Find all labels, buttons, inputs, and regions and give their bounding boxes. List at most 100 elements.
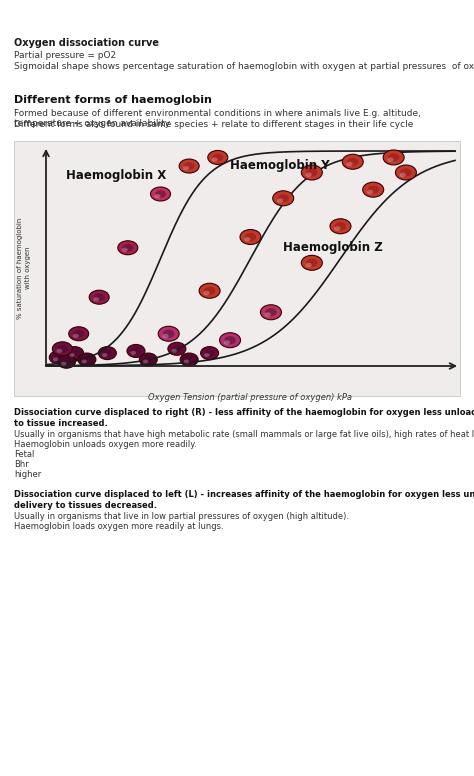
Ellipse shape [180, 353, 198, 366]
Text: Partial pressure = pO2: Partial pressure = pO2 [14, 51, 116, 60]
Ellipse shape [330, 219, 351, 234]
Ellipse shape [143, 359, 148, 363]
Ellipse shape [301, 165, 322, 180]
Ellipse shape [82, 359, 87, 363]
Text: Different forms also found in same species + relate to different stages in their: Different forms also found in same speci… [14, 120, 413, 129]
Ellipse shape [61, 362, 66, 365]
Ellipse shape [49, 351, 67, 364]
Ellipse shape [388, 154, 400, 161]
Ellipse shape [184, 359, 189, 363]
Ellipse shape [367, 185, 379, 194]
Ellipse shape [400, 168, 412, 177]
Ellipse shape [118, 241, 138, 255]
Text: Bhr: Bhr [14, 460, 29, 469]
Text: Dissociation curve displaced to left (L) - increases affinity of the haemoglobin: Dissociation curve displaced to left (L)… [14, 490, 474, 499]
Ellipse shape [158, 326, 179, 341]
Text: Sigmoidal shape shows percentage saturation of haemoglobin with oxygen at partia: Sigmoidal shape shows percentage saturat… [14, 62, 474, 71]
Text: Fetal: Fetal [14, 450, 35, 459]
Ellipse shape [163, 334, 169, 338]
Text: Haemoglobin Z: Haemoglobin Z [283, 241, 383, 254]
Ellipse shape [219, 333, 240, 348]
Ellipse shape [57, 355, 75, 368]
Ellipse shape [131, 348, 141, 355]
Ellipse shape [306, 168, 318, 177]
Ellipse shape [73, 330, 84, 338]
Ellipse shape [172, 348, 177, 353]
Ellipse shape [204, 286, 215, 295]
Ellipse shape [65, 347, 83, 359]
Text: % saturation of haemoglobin
with oxygen: % saturation of haemoglobin with oxygen [17, 217, 31, 319]
Ellipse shape [395, 165, 417, 180]
Ellipse shape [69, 353, 74, 357]
Ellipse shape [203, 291, 210, 295]
Text: Oxygen dissociation curve: Oxygen dissociation curve [14, 38, 159, 48]
Ellipse shape [265, 308, 277, 317]
Ellipse shape [73, 334, 79, 338]
Text: Haemoglobin unloads oxygen more readily.: Haemoglobin unloads oxygen more readily. [14, 440, 197, 449]
Ellipse shape [127, 345, 145, 358]
Ellipse shape [334, 227, 340, 230]
Ellipse shape [52, 341, 73, 356]
Text: Oxygen Tension (partial pressure of oxygen) kPa: Oxygen Tension (partial pressure of oxyg… [148, 393, 353, 402]
Text: Formed because of different environmental conditions in where animals live E.g. : Formed because of different environmenta… [14, 109, 421, 128]
Ellipse shape [82, 356, 92, 363]
Ellipse shape [53, 354, 63, 361]
Ellipse shape [78, 353, 96, 366]
Ellipse shape [306, 258, 318, 267]
Ellipse shape [184, 356, 194, 363]
Ellipse shape [277, 194, 289, 203]
Ellipse shape [94, 293, 105, 301]
Ellipse shape [130, 351, 136, 355]
Ellipse shape [277, 199, 283, 203]
Ellipse shape [346, 161, 353, 166]
Ellipse shape [179, 159, 199, 173]
Ellipse shape [260, 305, 282, 320]
Ellipse shape [122, 248, 128, 252]
Text: Haemoglobin X: Haemoglobin X [66, 169, 167, 182]
Bar [14, 141, 460, 396]
Ellipse shape [245, 233, 256, 241]
Ellipse shape [143, 356, 153, 363]
Ellipse shape [201, 347, 219, 359]
Ellipse shape [367, 189, 373, 194]
Ellipse shape [264, 312, 271, 317]
Ellipse shape [199, 283, 220, 298]
Ellipse shape [400, 172, 406, 177]
Text: Different forms of haemoglobin: Different forms of haemoglobin [14, 95, 212, 105]
Ellipse shape [273, 191, 294, 206]
Ellipse shape [183, 166, 189, 170]
Ellipse shape [70, 349, 80, 357]
Ellipse shape [69, 327, 89, 341]
Ellipse shape [151, 187, 171, 201]
Text: Dissociation curve displaced to right (R) - less affinity of the haemoglobin for: Dissociation curve displaced to right (R… [14, 408, 474, 417]
Ellipse shape [139, 353, 157, 366]
Ellipse shape [102, 353, 107, 357]
Ellipse shape [363, 182, 383, 197]
Ellipse shape [205, 349, 215, 357]
Text: Usually in organisms that live in low partial pressures of oxygen (high altitude: Usually in organisms that live in low pa… [14, 512, 349, 521]
Text: delivery to tissues decreased.: delivery to tissues decreased. [14, 501, 157, 510]
Ellipse shape [387, 158, 393, 162]
Ellipse shape [102, 349, 112, 357]
Text: higher: higher [14, 470, 41, 479]
Text: Haemoglobin Y: Haemoglobin Y [230, 159, 330, 172]
Ellipse shape [224, 336, 236, 345]
Ellipse shape [347, 158, 358, 166]
Ellipse shape [244, 237, 250, 241]
Ellipse shape [240, 230, 261, 244]
Ellipse shape [212, 158, 218, 161]
Ellipse shape [57, 345, 68, 352]
Ellipse shape [172, 345, 182, 352]
Ellipse shape [306, 172, 312, 177]
Ellipse shape [122, 244, 133, 251]
Ellipse shape [56, 348, 63, 353]
Ellipse shape [208, 151, 228, 165]
Ellipse shape [335, 222, 346, 230]
Ellipse shape [204, 353, 210, 357]
Ellipse shape [163, 330, 174, 338]
Ellipse shape [212, 154, 223, 161]
Ellipse shape [168, 342, 186, 355]
Ellipse shape [183, 162, 195, 170]
Ellipse shape [342, 154, 363, 169]
Ellipse shape [306, 263, 312, 267]
